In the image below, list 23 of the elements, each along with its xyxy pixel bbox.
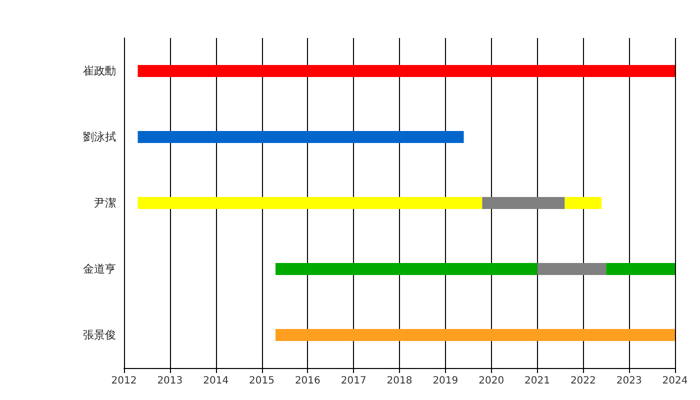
x-tick-label: 2016 bbox=[294, 376, 320, 386]
x-tick-label: 2020 bbox=[478, 376, 504, 386]
bar bbox=[138, 65, 675, 77]
x-tick-label: 2022 bbox=[570, 376, 596, 386]
bar bbox=[482, 197, 565, 209]
y-tick-label: 金道亨 bbox=[83, 262, 116, 276]
x-tick-label: 2019 bbox=[432, 376, 458, 386]
x-tick-label: 2014 bbox=[203, 376, 229, 386]
y-tick-label: 崔政勳 bbox=[83, 64, 116, 78]
bar bbox=[537, 263, 606, 275]
x-tick-label: 2023 bbox=[616, 376, 642, 386]
x-tick-label: 2021 bbox=[524, 376, 550, 386]
x-tick-label: 2013 bbox=[157, 376, 183, 386]
x-tick-label: 2015 bbox=[249, 376, 274, 386]
y-tick-label: 張景俊 bbox=[83, 328, 116, 342]
y-tick-label: 劉泳拭 bbox=[83, 130, 116, 144]
x-tick-label: 2012 bbox=[111, 376, 137, 386]
bar bbox=[276, 329, 675, 341]
x-tick-label: 2018 bbox=[386, 376, 412, 386]
y-tick-label: 尹潔 bbox=[94, 196, 116, 210]
bar bbox=[138, 131, 464, 143]
x-tick-label: 2017 bbox=[340, 376, 366, 386]
x-tick-label: 2024 bbox=[662, 376, 688, 386]
